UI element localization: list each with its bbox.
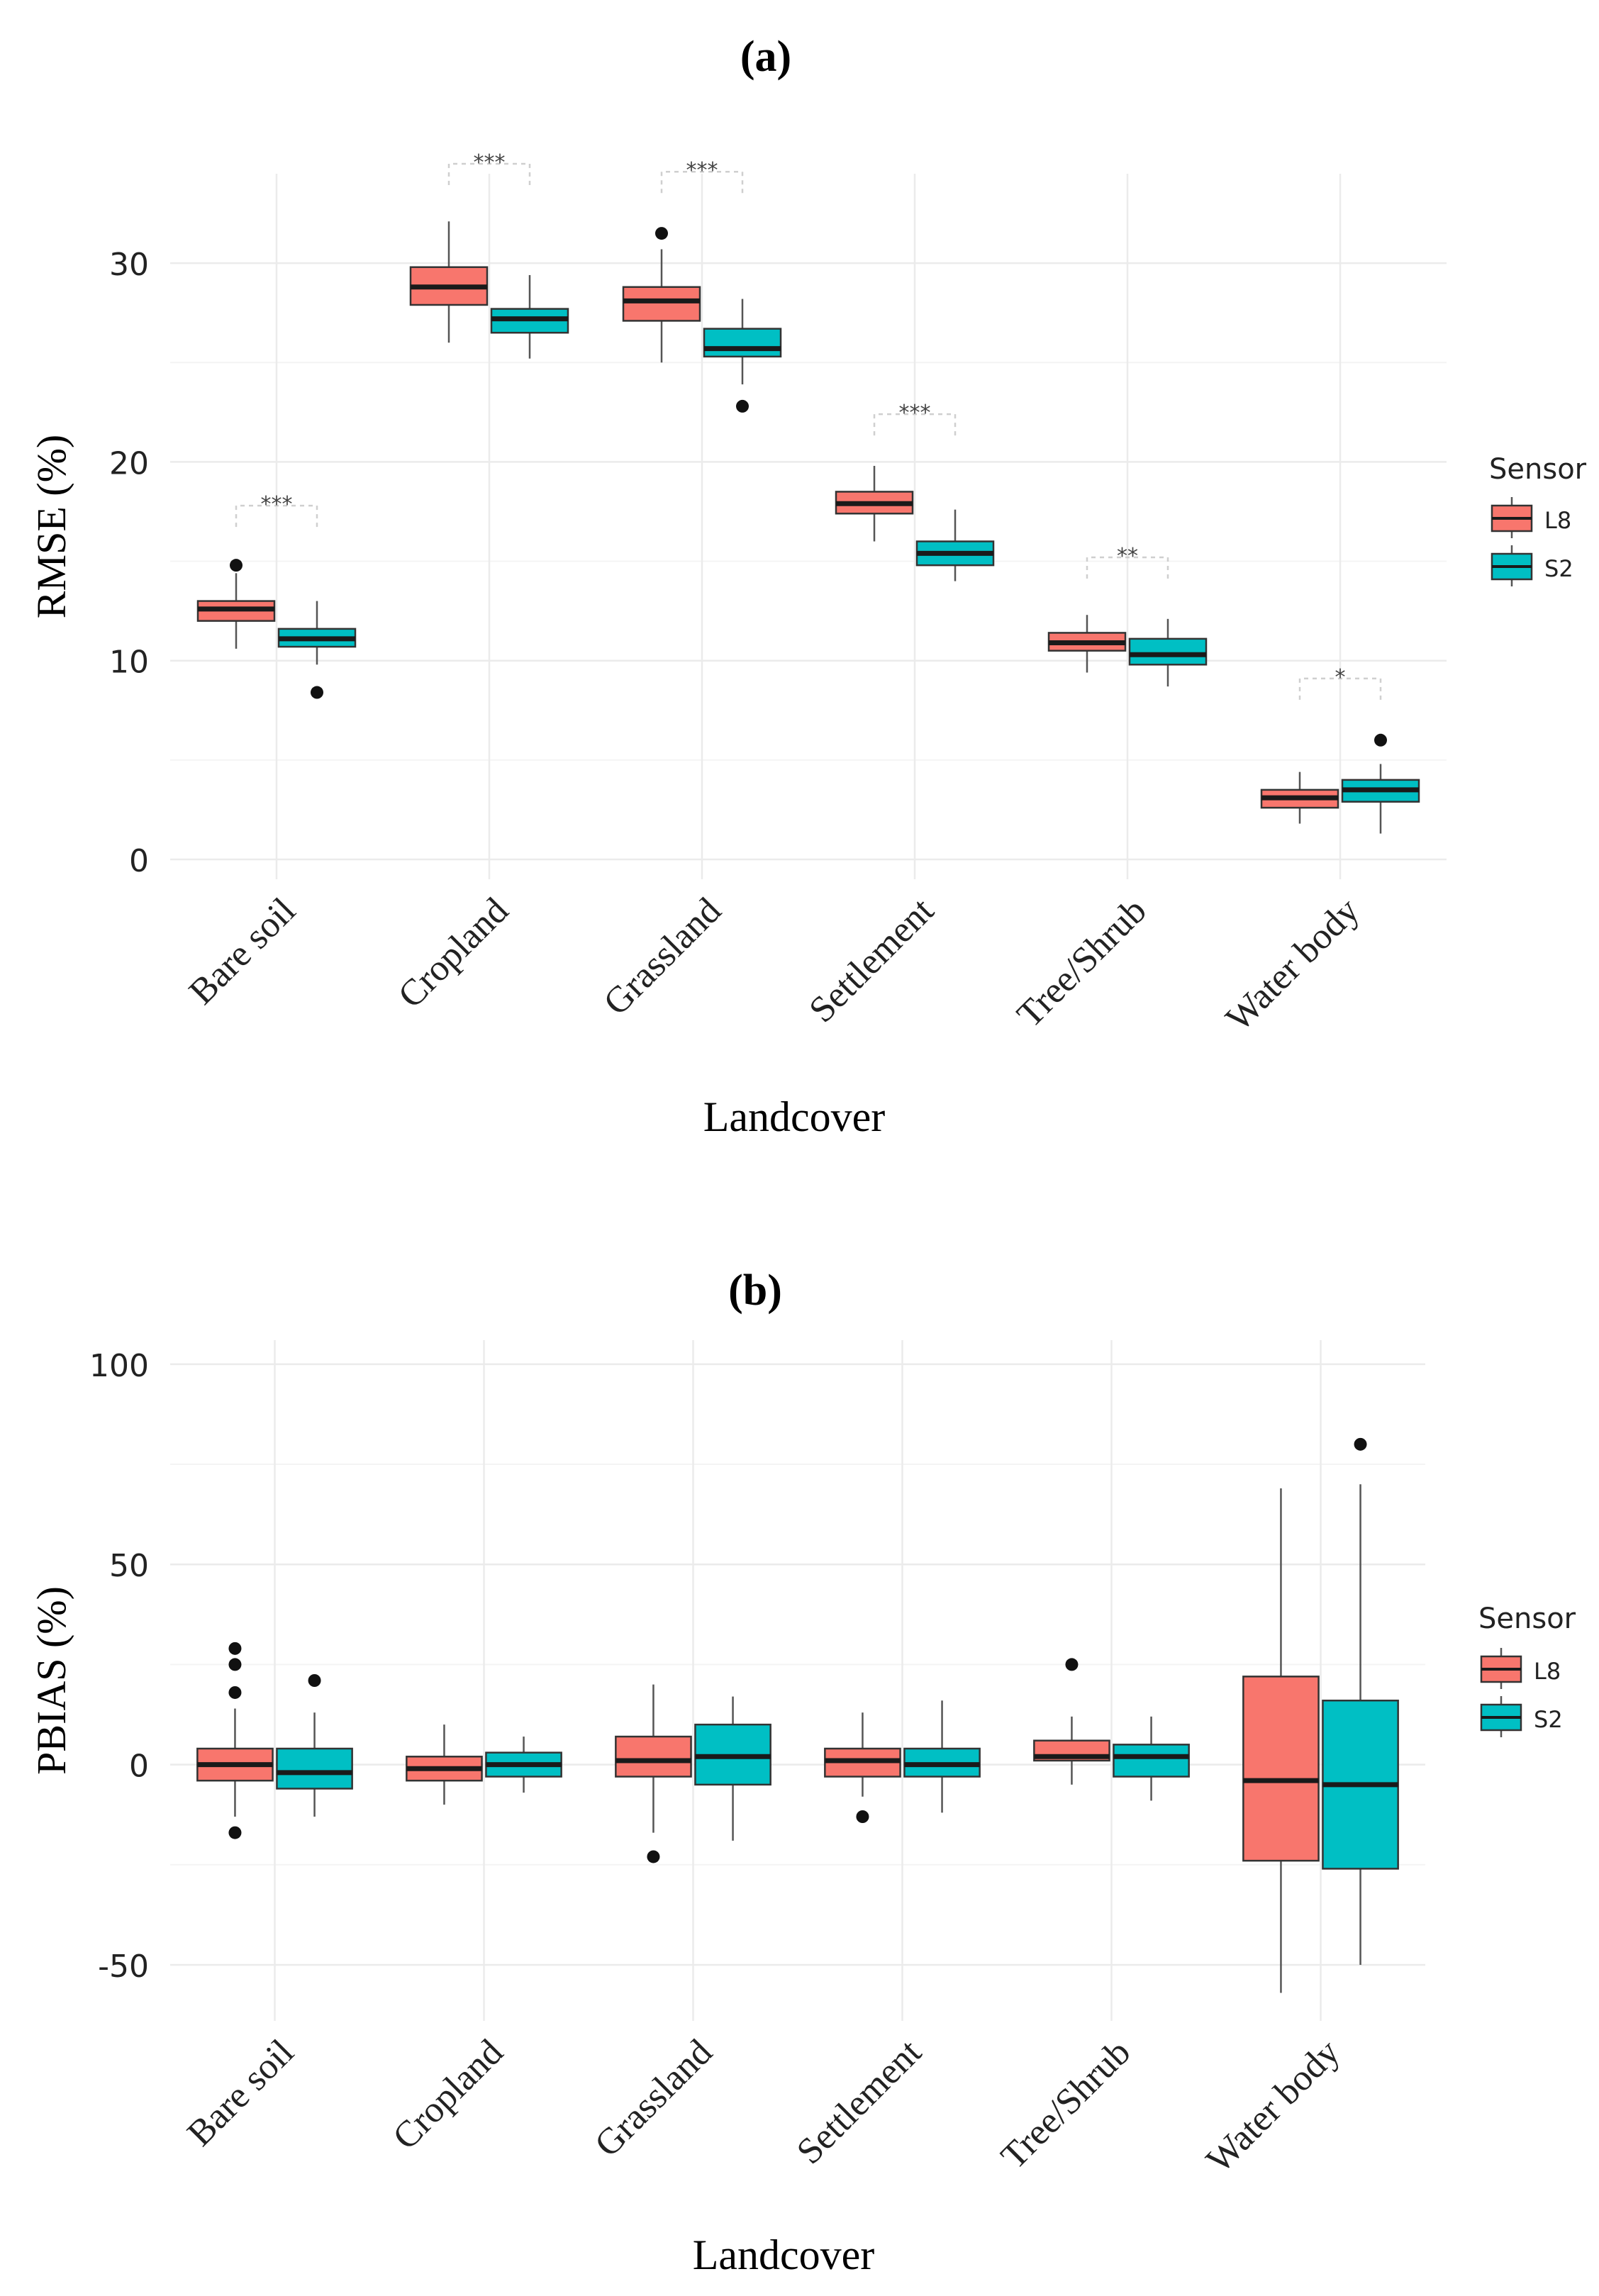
box-S2-1 (490, 274, 569, 359)
significance-label: *** (899, 401, 931, 425)
box-L8-4 (1047, 615, 1127, 673)
x-tick-label: Grassland (587, 2032, 720, 2165)
y-tick-label: 100 (89, 1348, 149, 1384)
box-L8-4 (1033, 1658, 1110, 1785)
legend: Sensor L8 S2 (1478, 1603, 1576, 1737)
significance-bracket (660, 170, 744, 194)
box-iqr (615, 1735, 692, 1778)
box-S2-5 (1322, 1437, 1399, 1965)
x-axis-title: Landcover (703, 1093, 886, 1140)
outlier-point (1374, 733, 1387, 747)
box-S2-3 (915, 509, 995, 581)
box-iqr (703, 328, 782, 358)
significance-bracket (873, 413, 957, 436)
box-S2-1 (485, 1737, 562, 1793)
legend-title: Sensor (1489, 453, 1587, 486)
legend-label: L8 (1534, 1658, 1561, 1685)
box-L8-5 (1242, 1488, 1320, 1993)
legend: Sensor L8 S2 (1489, 453, 1587, 586)
box-L8-5 (1260, 771, 1339, 824)
x-tick-label: Cropland (385, 2032, 511, 2158)
x-tick-label: Settlement (789, 2032, 930, 2172)
box-S2-4 (1128, 618, 1208, 687)
significance-bracket (235, 504, 318, 528)
x-tick-label: Tree/Shrub (993, 2032, 1138, 2177)
box-L8-1 (409, 221, 489, 343)
box-L8-2 (622, 227, 701, 363)
box-iqr (1113, 1744, 1190, 1778)
box-L8-0 (196, 1642, 274, 1839)
x-axis-title: Landcover (693, 2231, 875, 2278)
legend-label: S2 (1534, 1706, 1563, 1733)
outlier-point (228, 1642, 242, 1655)
outlier-point (736, 399, 749, 413)
x-tick-label: Water body (1199, 2032, 1348, 2181)
x-tick-label: Cropland (391, 891, 516, 1016)
y-axis-title: RMSE (%) (28, 435, 74, 618)
x-tick-label: Settlement (801, 890, 942, 1030)
box-S2-0 (277, 601, 357, 699)
outlier-point (655, 227, 668, 240)
x-tick-label: Water body (1218, 891, 1367, 1040)
outlier-point (311, 686, 323, 699)
box-L8-3 (824, 1712, 901, 1823)
box-S2-0 (276, 1674, 353, 1817)
legend-label: S2 (1544, 555, 1573, 582)
box-L8-0 (196, 559, 276, 649)
significance-label: *** (474, 150, 506, 175)
significance-bracket (447, 162, 531, 185)
x-tick-label: Bare soil (182, 891, 303, 1013)
box-S2-5 (1341, 733, 1420, 834)
box-S2-2 (694, 1696, 771, 1841)
panel-title: (a) (740, 33, 791, 81)
y-tick-label: 20 (109, 445, 149, 481)
y-tick-label: -50 (98, 1949, 149, 1985)
legend-title: Sensor (1478, 1603, 1576, 1635)
box-S2-4 (1113, 1716, 1190, 1801)
outlier-point (230, 559, 243, 572)
y-tick-label: 50 (109, 1548, 149, 1584)
outlier-point (856, 1810, 869, 1823)
outlier-point (228, 1658, 242, 1671)
x-tick-label: Tree/Shrub (1010, 891, 1154, 1035)
legend-label: L8 (1544, 507, 1571, 534)
y-axis-title: PBIAS (%) (28, 1586, 74, 1775)
significance-label: *** (261, 492, 293, 517)
outlier-point (647, 1850, 660, 1863)
significance-label: *** (686, 158, 718, 183)
panel-pbias: -50 0 50 100 Bare soil Cropland Grassland Settl… (28, 1266, 1576, 2278)
box-iqr (276, 1747, 353, 1790)
y-tick-label: 0 (129, 1749, 149, 1785)
significance-bracket (1086, 556, 1169, 579)
box-S2-3 (903, 1700, 981, 1813)
outlier-point (228, 1826, 242, 1839)
outlier-point (228, 1685, 242, 1699)
box-L8-1 (406, 1724, 483, 1805)
y-tick-label: 30 (109, 247, 149, 283)
significance-bracket (1298, 677, 1382, 700)
significance-label: ** (1117, 544, 1138, 569)
y-tick-label: 0 (129, 843, 149, 879)
x-tick-label: Grassland (596, 891, 729, 1023)
x-tick-label: Bare soil (179, 2032, 301, 2154)
panel-title: (b) (728, 1266, 782, 1315)
box-L8-3 (835, 466, 914, 542)
box-iqr (1128, 637, 1208, 666)
significance-label: * (1335, 665, 1346, 690)
box-S2-2 (703, 299, 782, 413)
box-iqr (622, 286, 701, 322)
outlier-point (1065, 1658, 1079, 1671)
y-tick-label: 10 (109, 645, 149, 681)
outlier-point (308, 1674, 321, 1687)
box-iqr (1242, 1676, 1320, 1862)
panel-rmse: 0 10 20 30 Bare soil Cropland Grassland Settlem… (28, 33, 1587, 1140)
box-L8-2 (615, 1684, 692, 1863)
outlier-point (1354, 1437, 1367, 1451)
